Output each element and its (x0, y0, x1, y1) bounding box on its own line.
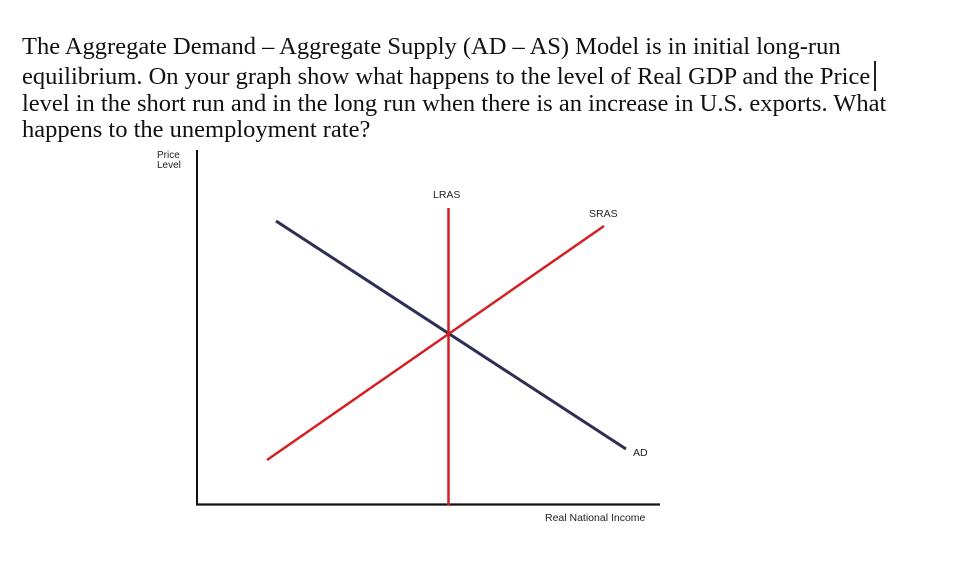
ad-label: AD (633, 447, 648, 459)
ad-curve (275, 219, 627, 451)
sras-curve (266, 224, 605, 462)
y-axis-label-level: Level (157, 160, 181, 171)
x-axis-label: Real National Income (545, 512, 646, 524)
question-text: The Aggregate Demand – Aggregate Supply … (22, 33, 952, 144)
question-line-2-text: equilibrium. On your graph show what hap… (22, 62, 871, 90)
question-line-1: The Aggregate Demand – Aggregate Supply … (22, 33, 841, 60)
question-line-4: happens to the unemployment rate? (22, 116, 371, 143)
text-cursor (874, 60, 876, 91)
y-axis-label-price: Price (157, 150, 180, 161)
lras-label: LRAS (433, 189, 460, 201)
question-line-3: level in the short run and in the long r… (22, 89, 887, 117)
question-line-2: equilibrium. On your graph show what hap… (22, 60, 952, 91)
sras-label: SRAS (589, 208, 618, 220)
